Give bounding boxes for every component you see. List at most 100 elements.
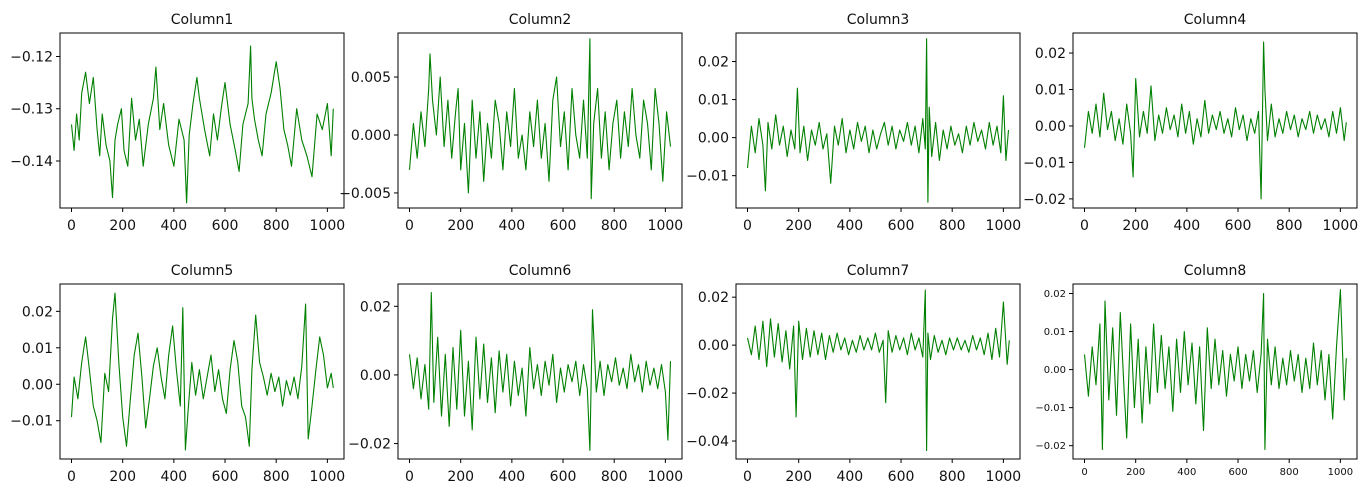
x-tick-label: 400 (1173, 218, 1200, 234)
subplot-title: Column5 (171, 263, 234, 279)
subplot-title: Column1 (171, 12, 234, 28)
y-tick-label: −0.01 (10, 414, 53, 430)
x-tick-label: 400 (160, 469, 187, 485)
x-tick-label: 1000 (986, 218, 1022, 234)
x-tick-label: 600 (888, 469, 915, 485)
x-tick-label: 1000 (1323, 218, 1359, 234)
y-tick-label: 0.01 (1044, 327, 1066, 338)
x-tick-label: 600 (1225, 218, 1252, 234)
x-tick-label: 600 (550, 469, 577, 485)
axes-frame (397, 283, 683, 460)
y-tick-label: −0.02 (348, 437, 391, 453)
x-tick-label: 800 (263, 469, 290, 485)
series-line (408, 292, 672, 451)
axes-frame (59, 32, 345, 209)
x-tick-label: 400 (498, 218, 525, 234)
y-tick-label: −0.01 (686, 169, 729, 185)
x-tick-label: 1000 (648, 469, 684, 485)
x-tick-label: 200 (1126, 467, 1145, 478)
subplot-title: Column4 (1184, 12, 1247, 28)
y-tick-label: 0.01 (22, 341, 53, 357)
axes-frame (1072, 32, 1358, 209)
subplot-3: 0 200 400 600 800 1000 −0.01 0.00 0.01 0.02 Column… (686, 12, 1021, 234)
series-line (1083, 289, 1347, 451)
y-tick-label: 0.00 (1044, 365, 1066, 376)
x-tick-label: 0 (1081, 467, 1087, 478)
x-tick-label: 1000 (1328, 467, 1353, 478)
axes-frame (735, 283, 1021, 460)
y-tick-label: 0.00 (1035, 119, 1066, 135)
subplot-8: 0 200 400 600 800 1000 −0.02 −0.01 0.00 0.01 0.02 C… (1035, 263, 1358, 478)
y-tick-label: 0.00 (22, 377, 53, 393)
subplot-6: 0 200 400 600 800 1000 −0.02 0.00 0.02 Column6 (348, 263, 683, 485)
x-tick-label: 600 (550, 218, 577, 234)
x-tick-label: 200 (109, 218, 136, 234)
x-tick-label: 600 (212, 469, 239, 485)
x-tick-label: 200 (447, 469, 474, 485)
y-tick-label: −0.13 (10, 102, 53, 118)
x-tick-label: 0 (1080, 218, 1089, 234)
x-tick-label: 0 (405, 469, 414, 485)
x-tick-label: 400 (1177, 467, 1196, 478)
y-tick-label: 0.01 (698, 93, 729, 109)
y-tick-label: −0.01 (1035, 403, 1066, 414)
x-tick-label: 600 (888, 218, 915, 234)
axes-frame (59, 283, 345, 460)
x-tick-label: 600 (212, 218, 239, 234)
x-tick-label: 0 (67, 218, 76, 234)
x-tick-label: 0 (743, 469, 752, 485)
y-tick-label: −0.04 (686, 434, 729, 450)
x-tick-label: 200 (785, 469, 812, 485)
x-tick-label: 800 (1280, 467, 1299, 478)
subplot-title: Column7 (847, 263, 910, 279)
subplot-title: Column6 (509, 263, 572, 279)
series-line (408, 38, 672, 200)
series-line (746, 38, 1010, 203)
subplot-7: 0 200 400 600 800 1000 −0.04 −0.02 0.00 0.02 Colum… (686, 263, 1021, 485)
x-tick-label: 400 (160, 218, 187, 234)
x-tick-label: 200 (785, 218, 812, 234)
y-tick-label: 0.01 (1035, 83, 1066, 99)
y-tick-label: 0.00 (698, 131, 729, 147)
y-tick-label: 0.00 (360, 368, 391, 384)
x-tick-label: 0 (405, 218, 414, 234)
y-tick-label: −0.01 (1023, 155, 1066, 171)
y-tick-label: 0.02 (22, 304, 53, 320)
y-tick-label: −0.14 (10, 154, 53, 170)
x-tick-label: 200 (447, 218, 474, 234)
x-tick-label: 800 (601, 469, 628, 485)
x-tick-label: 800 (939, 218, 966, 234)
x-tick-label: 400 (836, 469, 863, 485)
subplot-1: 0 200 400 600 800 1000 −0.14 −0.13 −0.12 Column1 (10, 12, 345, 234)
subplot-title: Column8 (1184, 263, 1247, 279)
y-tick-label: −0.02 (1023, 192, 1066, 208)
x-tick-label: 1000 (986, 469, 1022, 485)
series-line (746, 289, 1010, 452)
x-tick-label: 0 (67, 469, 76, 485)
axes-frame (1072, 283, 1358, 460)
axes-frame (397, 32, 683, 209)
x-tick-label: 800 (263, 218, 290, 234)
x-tick-label: 800 (1276, 218, 1303, 234)
x-tick-label: 400 (498, 469, 525, 485)
x-tick-label: 800 (601, 218, 628, 234)
y-tick-label: −0.005 (339, 186, 391, 202)
series-line (70, 45, 334, 204)
x-tick-label: 200 (109, 469, 136, 485)
y-tick-label: 0.02 (698, 290, 729, 306)
y-tick-label: −0.02 (1035, 441, 1066, 452)
x-tick-label: 0 (743, 218, 752, 234)
y-tick-label: −0.02 (686, 386, 729, 402)
subplot-title: Column2 (509, 12, 572, 28)
subplot-5: 0 200 400 600 800 1000 −0.01 0.00 0.01 0.02 Column… (10, 263, 345, 485)
x-tick-label: 400 (836, 218, 863, 234)
x-tick-label: 1000 (310, 218, 346, 234)
series-line (1083, 41, 1347, 200)
x-tick-label: 1000 (310, 469, 346, 485)
x-tick-label: 800 (939, 469, 966, 485)
y-tick-label: −0.12 (10, 50, 53, 66)
y-tick-label: 0.02 (360, 299, 391, 315)
x-tick-label: 200 (1122, 218, 1149, 234)
subplot-title: Column3 (847, 12, 910, 28)
